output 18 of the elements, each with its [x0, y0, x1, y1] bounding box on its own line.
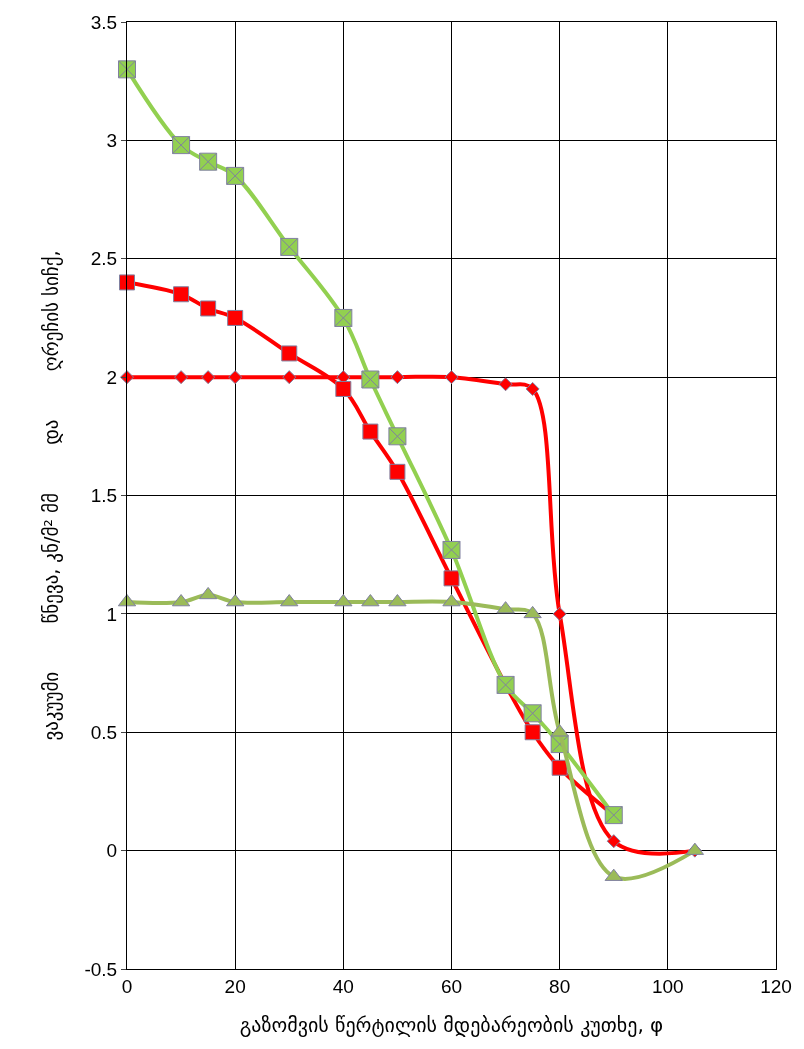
y-tick-label: 3 — [106, 130, 118, 152]
x-tick-label: 60 — [440, 975, 463, 997]
y-tick-label: 2.5 — [90, 248, 118, 270]
x-tick-label: 0 — [121, 975, 133, 997]
x-tick-label: 80 — [549, 975, 571, 997]
x-tick-label: 40 — [332, 975, 354, 997]
y-tick-label: 1.5 — [90, 485, 118, 507]
y-tick-label: 3.5 — [90, 11, 118, 33]
y-tick-label: -0.5 — [84, 958, 118, 980]
y-tick-label: 2 — [106, 366, 118, 388]
y-tick-label: 0.5 — [90, 721, 118, 743]
x-tick-label: 20 — [224, 975, 246, 997]
y-tick-label: 1 — [106, 603, 118, 625]
x-axis-title: გაზომვის წერტილის მდებარეობის კუთხე, φ — [239, 1013, 664, 1038]
y-axis-title: ვაკუუმი წნევა, კნ/მ² მმ და ღრეჩის სიჩქ, — [40, 250, 64, 741]
x-tick-label: 120 — [760, 975, 792, 997]
y-tick-label: 0 — [106, 840, 118, 862]
x-tick-label: 100 — [651, 975, 684, 997]
